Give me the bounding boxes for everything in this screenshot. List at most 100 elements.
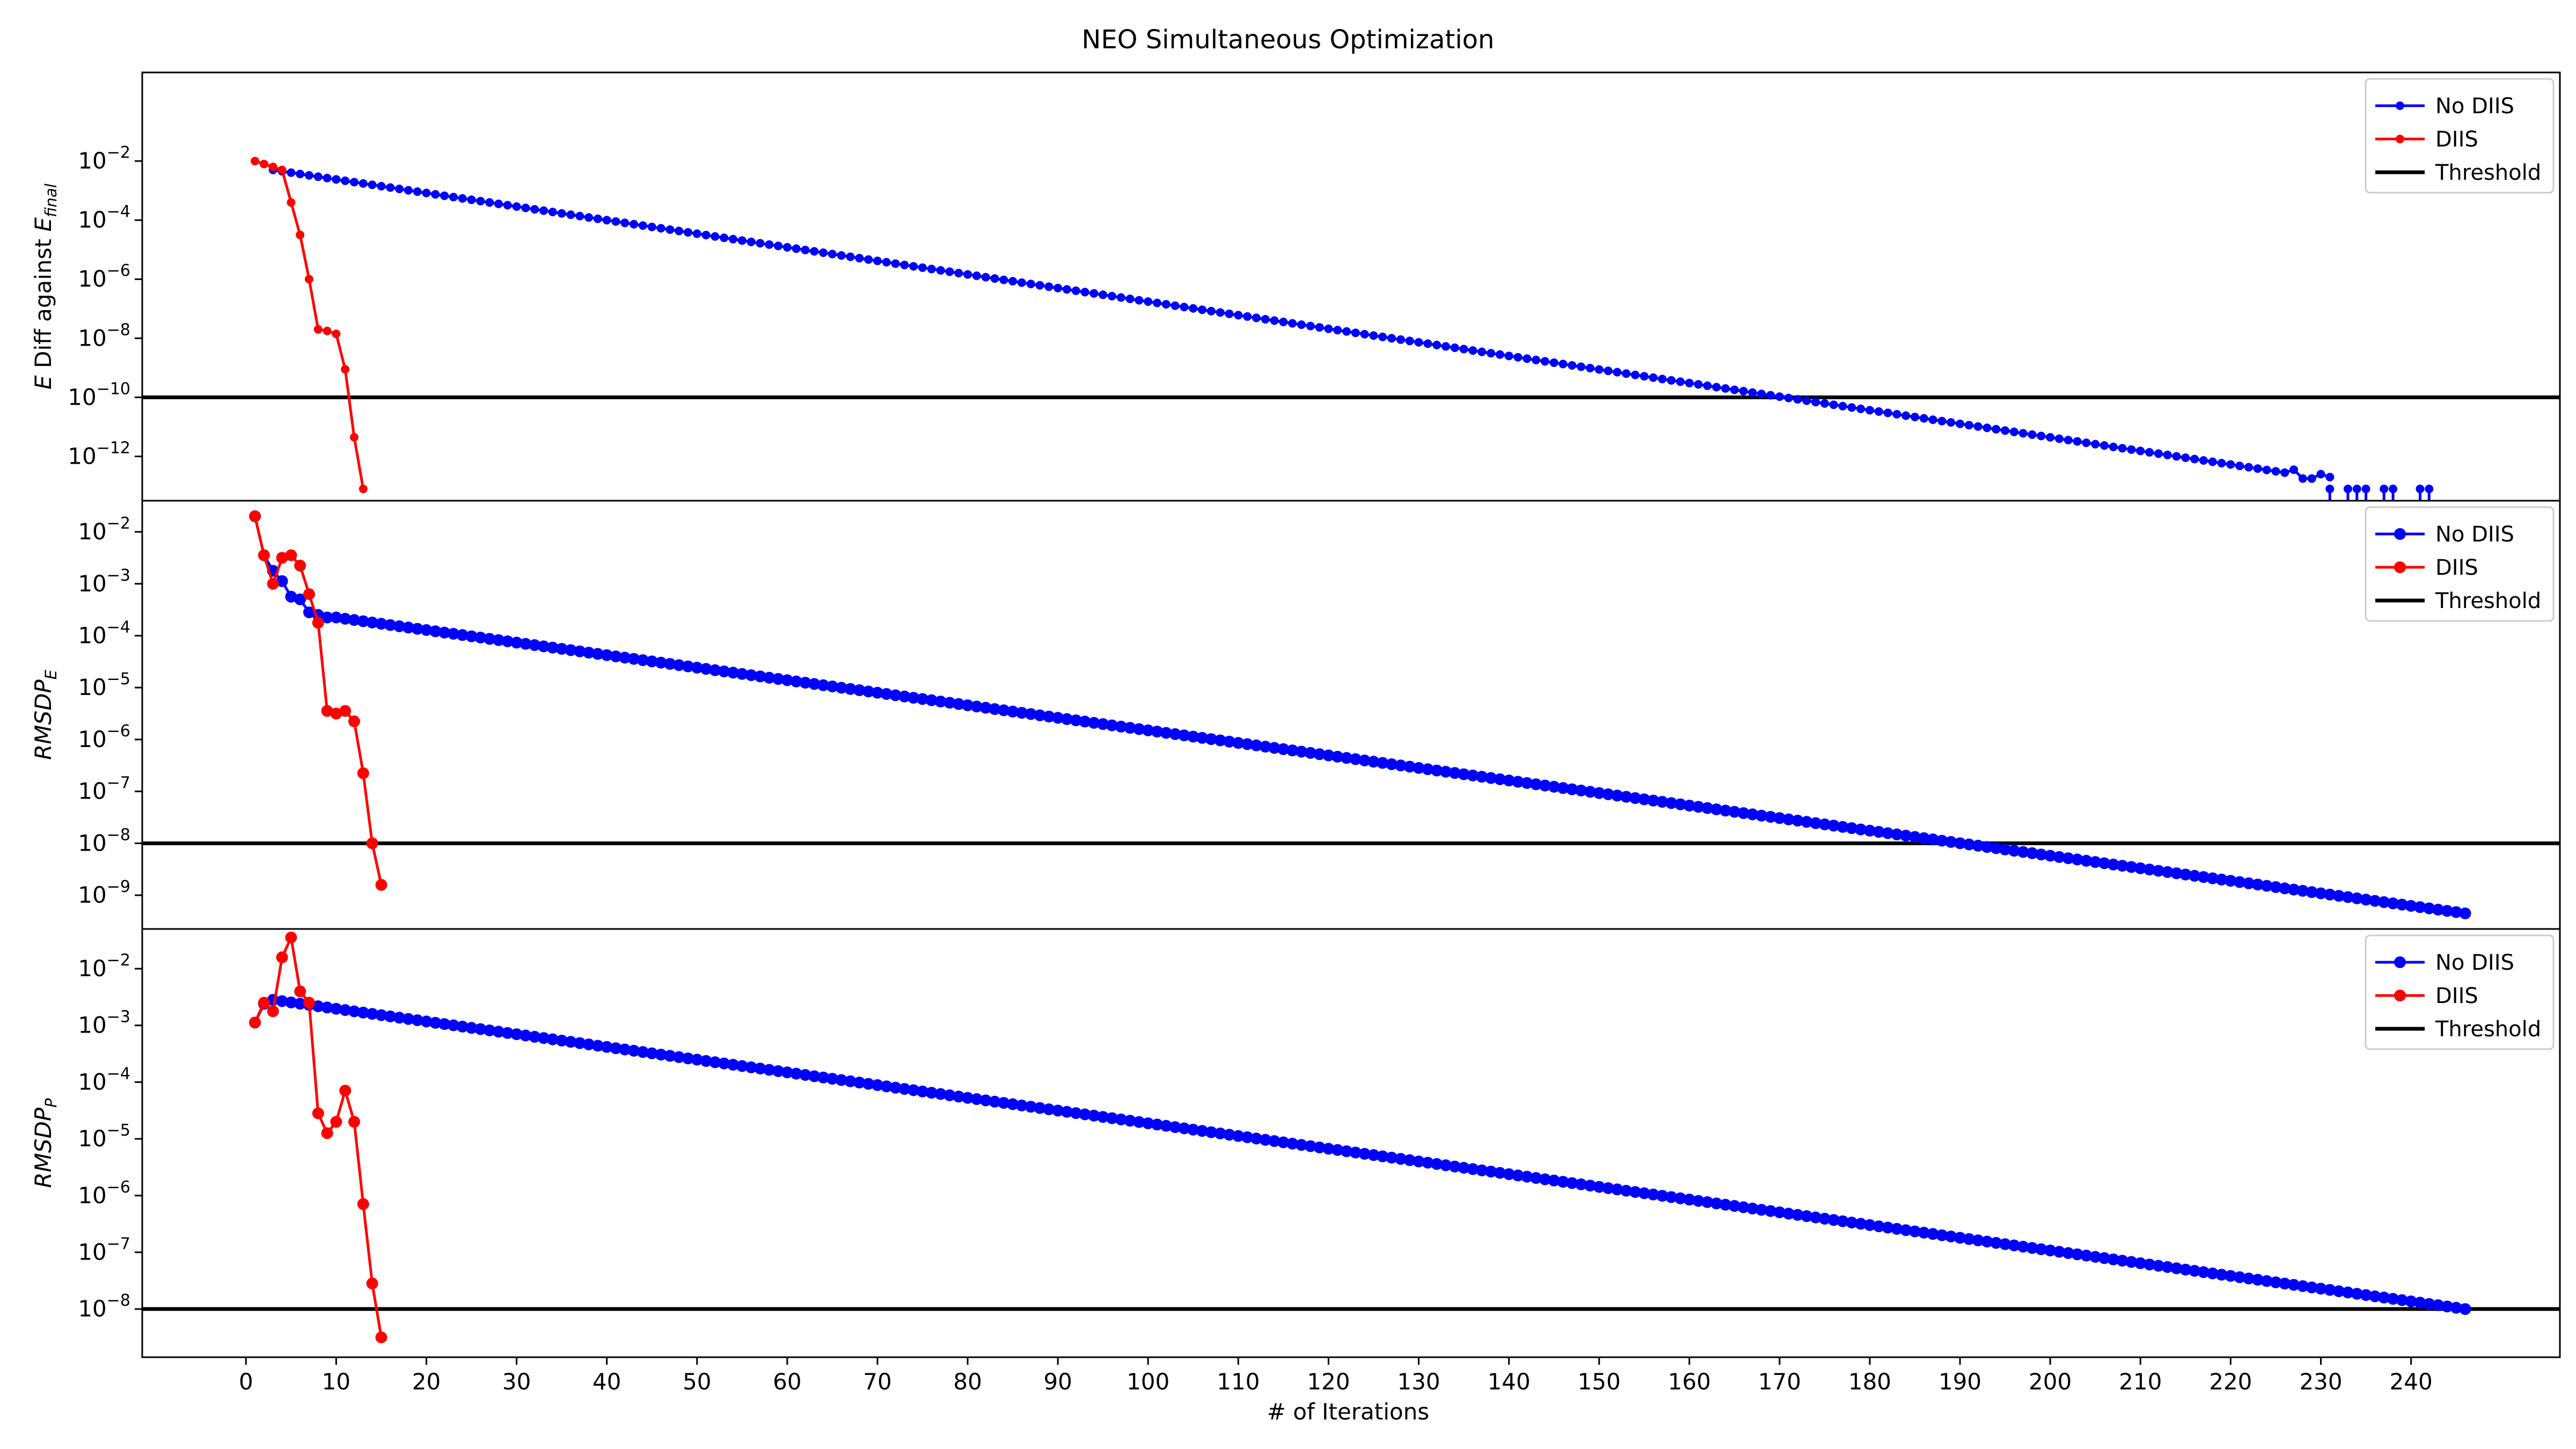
data-point [1793, 395, 1802, 404]
data-point [1477, 347, 1487, 356]
data-point [1548, 1174, 1560, 1187]
data-point [1811, 398, 1820, 407]
data-point [1386, 1152, 1398, 1164]
data-point [898, 690, 911, 702]
data-point [953, 1091, 965, 1103]
data-point [979, 1094, 992, 1107]
data-point [1169, 728, 1181, 740]
data-point [1225, 309, 1234, 318]
data-point [1413, 1155, 1425, 1168]
legend-box [2365, 506, 2555, 622]
legend-marker [2394, 990, 2406, 1001]
y-tick-label: 10−5 [78, 1121, 130, 1152]
data-point [1512, 1169, 1524, 1182]
data-point [846, 252, 855, 261]
data-point [1458, 1162, 1470, 1174]
stem-point [2416, 484, 2425, 493]
data-point [1099, 290, 1108, 299]
data-point [259, 159, 268, 169]
data-point [474, 632, 487, 643]
data-point [1124, 1115, 1136, 1127]
data-point [1495, 350, 1504, 359]
data-point [1638, 793, 1650, 806]
data-point [1034, 709, 1046, 721]
data-point [691, 1053, 703, 1066]
data-point [2026, 1242, 2038, 1254]
data-point [1423, 339, 1432, 348]
data-point [2289, 465, 2299, 474]
legend-label: No DIIS [2435, 950, 2514, 975]
data-point [529, 639, 541, 651]
x-tick-label: 110 [1217, 1368, 1260, 1395]
data-point [2306, 1281, 2318, 1293]
data-point [2100, 441, 2109, 450]
data-point [1026, 280, 1035, 289]
data-point [2396, 898, 2408, 911]
data-point [1116, 293, 1125, 302]
data-point [1322, 749, 1335, 762]
data-point [1602, 1182, 1614, 1194]
data-point [422, 188, 431, 197]
data-point [1683, 1194, 1695, 1206]
x-tick-label: 20 [412, 1368, 441, 1395]
data-point [339, 1004, 352, 1016]
data-point [844, 683, 857, 695]
data-point [429, 625, 442, 638]
data-point [1746, 808, 1759, 821]
data-point [404, 186, 413, 195]
data-point [754, 1063, 766, 1075]
data-point [1900, 1224, 1912, 1236]
data-point [2179, 1263, 2192, 1276]
data-point [2170, 867, 2183, 880]
y-tick-label: 10−8 [78, 825, 130, 856]
data-point [2279, 882, 2291, 895]
data-point [574, 645, 586, 657]
data-point [2091, 440, 2100, 449]
data-point [1638, 1187, 1650, 1199]
data-point [1846, 1217, 1858, 1228]
x-tick-label: 80 [953, 1368, 982, 1395]
data-point [2206, 872, 2219, 884]
data-point [1927, 1228, 1939, 1240]
data-point [1874, 407, 1883, 416]
legend: No DIIS DIIS Threshold [2365, 934, 2555, 1050]
data-point [294, 985, 306, 998]
data-point [529, 1030, 541, 1043]
data-point [1395, 1153, 1407, 1165]
data-point [1746, 1202, 1759, 1214]
data-point [2008, 1239, 2020, 1252]
data-point [303, 606, 315, 618]
data-point [1198, 305, 1207, 314]
data-point [1963, 838, 1975, 851]
data-point [1557, 1176, 1569, 1188]
data-point [808, 678, 821, 690]
data-point [1313, 748, 1326, 760]
data-point [384, 1010, 397, 1022]
data-point [1872, 826, 1885, 838]
data-point [1485, 772, 1497, 784]
data-point [1088, 1109, 1100, 1122]
data-point [1755, 809, 1768, 822]
data-point [1973, 422, 1982, 431]
data-point [438, 626, 451, 639]
data-point [1954, 837, 1966, 850]
data-point [2001, 426, 2010, 435]
data-point [1205, 733, 1217, 745]
data-point [990, 274, 999, 283]
data-point [1836, 821, 1849, 833]
data-point [294, 998, 306, 1010]
data-point [1241, 738, 1254, 750]
data-point [1052, 1104, 1064, 1117]
data-point [366, 837, 378, 850]
data-point [1358, 755, 1371, 766]
data-point [2071, 1248, 2083, 1261]
data-point [1521, 1170, 1533, 1183]
data-point [1882, 1221, 1894, 1234]
data-point [377, 182, 386, 191]
data-point [1802, 396, 1811, 405]
data-point [936, 266, 945, 275]
data-point [673, 1051, 685, 1063]
data-point [1187, 730, 1199, 743]
data-point [1945, 1231, 1957, 1242]
data-point [1584, 786, 1596, 798]
